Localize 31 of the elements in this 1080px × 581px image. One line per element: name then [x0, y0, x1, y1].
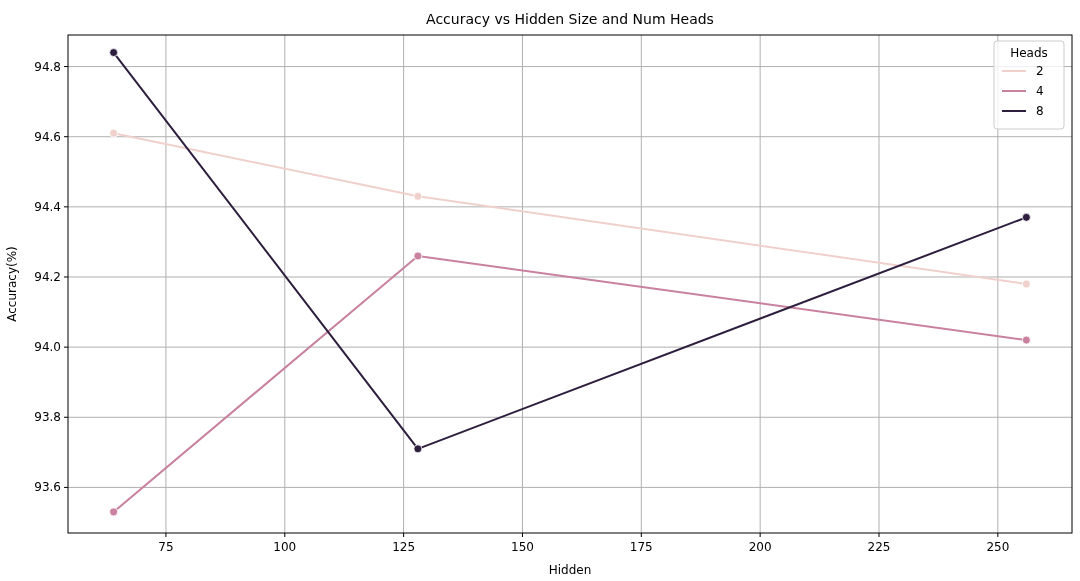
point	[413, 444, 423, 454]
x-tick-label: 200	[748, 540, 772, 554]
chart-title: Accuracy vs Hidden Size and Num Heads	[426, 11, 714, 27]
x-tick-label: 150	[511, 540, 534, 554]
point	[109, 128, 119, 138]
x-tick-label: 250	[986, 540, 1010, 554]
point	[1021, 335, 1031, 345]
x-axis-title: Hidden	[548, 563, 592, 577]
y-tick-label: 93.8	[34, 410, 61, 425]
legend-title: Heads	[1010, 46, 1048, 60]
point	[109, 507, 119, 517]
point	[413, 251, 423, 261]
point	[413, 191, 423, 201]
x-tick-label: 175	[629, 540, 653, 554]
y-tick-label: 94.0	[34, 340, 61, 355]
x-tick-label: 225	[867, 540, 891, 554]
x-tick-label: 125	[392, 540, 416, 554]
legend-label: 2	[1036, 64, 1044, 78]
y-tick-label: 94.2	[34, 269, 61, 284]
y-tick-label: 94.6	[34, 129, 61, 144]
y-tick-label: 93.6	[34, 480, 61, 495]
legend-label: 8	[1036, 104, 1044, 118]
legend-label: 4	[1036, 84, 1044, 98]
y-tick-label: 94.8	[34, 59, 61, 74]
x-tick-label: 100	[273, 540, 297, 554]
point	[1021, 279, 1031, 289]
x-tick-label: 75	[158, 540, 174, 554]
point	[109, 48, 119, 57]
y-axis-title: Accuracy(%)	[5, 246, 19, 322]
point	[1021, 212, 1031, 222]
y-tick-label: 94.4	[34, 199, 61, 214]
